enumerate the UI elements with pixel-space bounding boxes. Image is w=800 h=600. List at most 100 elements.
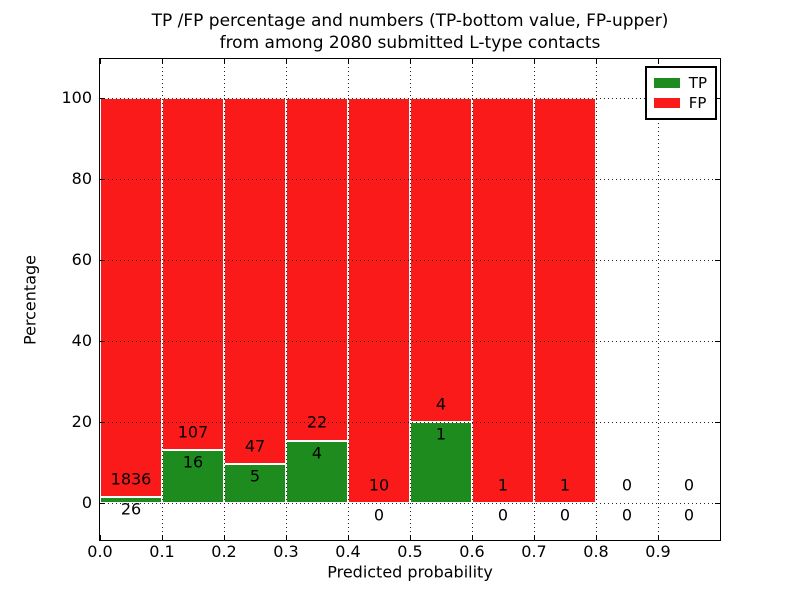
tp-count-label-0.9-1.0: 0 (683, 505, 695, 525)
tick-x-bottom-0.4 (348, 535, 349, 540)
bar-tp-0.0-0.1 (100, 497, 162, 503)
y-axis-label: Percentage (20, 254, 40, 346)
tick-x-bottom-0.8 (596, 535, 597, 540)
tp-count-label-0.8-0.9: 0 (621, 505, 633, 525)
gridline-x-0.5 (410, 59, 411, 540)
tp-count-label-0.0-0.1: 26 (120, 499, 142, 519)
tp-count-label-0.3-0.4: 4 (311, 443, 323, 463)
fp-count-label-0.1-0.2: 107 (177, 422, 209, 442)
gridline-x-0.6 (472, 59, 473, 540)
tp-count-label-0.1-0.2: 16 (182, 452, 204, 472)
y-tick-label-40: 40 (71, 331, 92, 350)
tick-x-top-0.6 (472, 59, 473, 64)
x-tick-label-0.3: 0.3 (273, 542, 299, 561)
bar-fp-0.0-0.1 (100, 98, 162, 498)
tick-y-left-80 (100, 179, 105, 180)
fp-count-label-0.7-0.8: 1 (559, 475, 571, 495)
chart-title-line1: TP /FP percentage and numbers (TP-bottom… (151, 11, 669, 31)
fp-count-label-0.5-0.6: 4 (435, 394, 447, 414)
tick-x-top-0.9 (658, 59, 659, 64)
y-tick-label-20: 20 (71, 412, 92, 431)
tick-x-bottom-0.7 (534, 535, 535, 540)
legend-label-tp: TP (688, 73, 707, 92)
fp-count-label-0.8-0.9: 0 (621, 475, 633, 495)
y-tick-label-100: 100 (61, 88, 92, 107)
tp-count-label-0.7-0.8: 0 (559, 505, 571, 525)
tick-y-left-20 (100, 422, 105, 423)
tick-y-left-0 (100, 503, 105, 504)
x-tick-label-0.0: 0.0 (87, 542, 113, 561)
x-tick-label-0.4: 0.4 (335, 542, 361, 561)
bar-fp-0.4-0.5 (348, 98, 410, 503)
y-tick-label-80: 80 (71, 169, 92, 188)
tick-y-right-80 (715, 179, 720, 180)
tick-x-top-0.3 (286, 59, 287, 64)
fp-count-label-0.6-0.7: 1 (497, 475, 509, 495)
bar-tp-0.3-0.4 (286, 440, 348, 503)
gridline-x-0.3 (286, 59, 287, 540)
fp-count-label-0.3-0.4: 22 (306, 412, 328, 432)
bar-tp-0.1-0.2 (162, 450, 224, 503)
tp-count-label-0.6-0.7: 0 (497, 505, 509, 525)
tick-x-top-0.1 (162, 59, 163, 64)
tick-x-bottom-0.2 (224, 535, 225, 540)
bar-fp-0.6-0.7 (472, 98, 534, 503)
tick-y-left-40 (100, 341, 105, 342)
tp-count-label-0.2-0.3: 5 (249, 466, 261, 486)
tick-y-right-20 (715, 422, 720, 423)
legend-item-fp: FP (653, 93, 707, 113)
legend: TP FP (644, 66, 717, 120)
tick-y-left-100 (100, 98, 105, 99)
x-tick-label-0.6: 0.6 (459, 542, 485, 561)
tick-x-bottom-0.5 (410, 535, 411, 540)
tp-count-label-0.4-0.5: 0 (373, 505, 385, 525)
gridline-x-0.1 (162, 59, 163, 540)
tick-x-bottom-0.0 (100, 535, 101, 540)
legend-label-fp: FP (688, 93, 707, 112)
gridline-x-0.4 (348, 59, 349, 540)
gridline-x-0.7 (534, 59, 535, 540)
gridline-x-0.9 (658, 59, 659, 540)
plot-area: TP FP 1836 26 107 16 47 5 22 4 10 0 4 1 1 0 1 0 0 0 0 0 (99, 58, 721, 541)
x-axis-label: Predicted probability (327, 562, 493, 582)
x-tick-label-0.5: 0.5 (397, 542, 423, 561)
tp-count-label-0.5-0.6: 1 (435, 424, 447, 444)
gridline-x-0.2 (224, 59, 225, 540)
x-tick-label-0.1: 0.1 (149, 542, 175, 561)
tick-x-top-0.8 (596, 59, 597, 64)
chart-title-line2: from among 2080 submitted L-type contact… (219, 33, 601, 53)
legend-item-tp: TP (653, 73, 707, 93)
tick-x-bottom-0.9 (658, 535, 659, 540)
x-tick-label-0.7: 0.7 (521, 542, 547, 561)
gridline-x-0.8 (596, 59, 597, 540)
x-tick-label-0.8: 0.8 (583, 542, 609, 561)
x-tick-label-0.2: 0.2 (211, 542, 237, 561)
tick-x-top-0.5 (410, 59, 411, 64)
y-tick-label-60: 60 (71, 250, 92, 269)
tick-x-top-0.0 (100, 59, 101, 64)
x-tick-label-0.9: 0.9 (645, 542, 671, 561)
tick-x-top-0.2 (224, 59, 225, 64)
y-tick-label-0: 0 (81, 493, 92, 512)
tp-swatch-icon (653, 78, 680, 88)
tick-y-right-0 (715, 503, 720, 504)
chart-title: TP /FP percentage and numbers (TP-bottom… (100, 10, 720, 54)
bar-fp-0.7-0.8 (534, 98, 596, 503)
tick-y-right-40 (715, 341, 720, 342)
fp-swatch-icon (653, 98, 680, 108)
fp-count-label-0.4-0.5: 10 (368, 475, 390, 495)
fp-count-label-0.2-0.3: 47 (244, 436, 266, 456)
tick-x-bottom-0.6 (472, 535, 473, 540)
bar-fp-0.2-0.3 (224, 98, 286, 465)
bar-fp-0.3-0.4 (286, 98, 348, 441)
tick-x-top-0.7 (534, 59, 535, 64)
tick-y-right-100 (715, 98, 720, 99)
fp-count-label-0.9-1.0: 0 (683, 475, 695, 495)
tick-x-bottom-0.1 (162, 535, 163, 540)
tick-y-right-60 (715, 260, 720, 261)
fp-count-label-0.0-0.1: 1836 (110, 469, 152, 489)
bar-fp-0.1-0.2 (162, 98, 224, 451)
tick-y-left-60 (100, 260, 105, 261)
tick-x-top-0.4 (348, 59, 349, 64)
